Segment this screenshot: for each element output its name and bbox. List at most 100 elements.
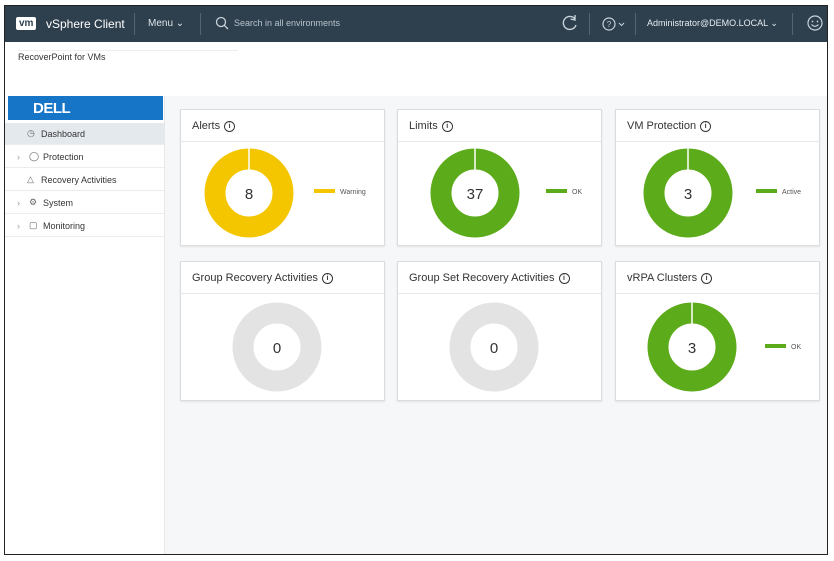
gear-icon: ⚙ [29,197,38,207]
widget-title: Group Recovery Activities [192,272,318,284]
widget-title: Alerts [192,120,221,132]
legend-swatch [546,189,567,193]
legend-item: OK [765,344,801,351]
chevron-right-icon: › [17,198,20,208]
search-icon [215,16,229,30]
menu-label: Menu [148,18,174,29]
widget-title: Group Set Recovery Activities [409,272,555,284]
dell-logo: DELL [33,100,71,117]
recovery-icon: △ [27,174,34,184]
legend-label: OK [572,189,583,196]
sidebar-item-protection[interactable]: › ◯ Protection [5,146,164,168]
menu-button[interactable]: Menu ⌄ [148,18,184,29]
legend-item: Active [756,189,801,196]
info-icon[interactable]: i [224,121,236,132]
donut-ring [647,302,737,392]
sidebar-item-label: Monitoring [43,221,86,231]
widget-title: VM Protection [627,120,697,132]
sidebar-item-label: System [43,198,74,208]
chevron-down-icon: ⌄ [175,18,185,29]
dashboard-icon: ◷ [27,128,35,138]
user-name: Administrator@DEMO.LOCAL [647,18,768,28]
sidebar-item-label: Recovery Activities [41,175,117,185]
donut-ring [204,148,294,238]
info-icon[interactable]: i [558,273,570,284]
group-recovery-activities-widget: Group Recovery Activities i 0 [180,261,385,401]
vrpa-clusters-widget: vRPA Clusters i 3 OK [615,261,820,401]
vm-logo: vm [16,17,37,30]
widget-title: Limits [409,120,438,132]
legend-label: OK [791,344,802,351]
shield-check-icon: ◯ [29,151,40,161]
alerts-widget: Alerts i 8 Warning [180,109,385,246]
sidebar-item-label: Dashboard [41,129,86,139]
legend-label: Warning [340,189,366,196]
donut-value: 3 [687,340,697,357]
help-icon: ? [602,17,625,31]
donut-value: 0 [489,340,499,357]
svg-text:?: ? [607,20,612,29]
sidebar-item-dashboard[interactable]: ◷ Dashboard [5,123,164,145]
sidebar-item-recovery-activities[interactable]: △ Recovery Activities [5,169,164,191]
user-menu[interactable]: Administrator@DEMO.LOCAL ⌄ [647,18,778,29]
sidebar-item-system[interactable]: › ⚙ System [5,192,164,214]
app-window: vm vSphere Client Menu ⌄ Search in all e… [4,5,828,555]
info-icon[interactable]: i [700,121,712,132]
group-set-recovery-activities-widget: Group Set Recovery Activities i 0 [397,261,602,401]
widget-header: Limits i [398,110,601,142]
vrpa-clusters-donut-chart[interactable]: 3 [647,302,737,392]
info-icon[interactable]: i [321,273,333,284]
limits-donut-chart[interactable]: 37 [430,148,520,238]
legend-swatch [314,189,335,193]
donut-ring [232,302,322,392]
feedback-smiley-icon[interactable] [806,14,824,32]
donut-value: 3 [683,186,693,203]
divider [134,13,135,35]
top-navigation-bar: vm vSphere Client Menu ⌄ Search in all e… [5,6,827,42]
vm-protection-donut-chart[interactable]: 3 [643,148,733,238]
plugin-header: RecoverPoint for VMs [5,42,827,97]
app-name[interactable]: vSphere Client [46,17,125,31]
chevron-right-icon: › [17,152,20,162]
donut-value: 37 [466,186,484,203]
divider [589,13,590,35]
widget-header: Group Recovery Activities i [181,262,384,294]
refresh-icon[interactable] [561,13,579,33]
group-recovery-donut-chart[interactable]: 0 [232,302,322,392]
monitor-icon: ▢ [29,220,38,230]
widget-title: vRPA Clusters [627,272,698,284]
dashboard-main: Alerts i 8 Warning Limits i 37 OK VM Prote… [165,96,827,554]
widget-header: Group Set Recovery Activities i [398,262,601,294]
alerts-donut-chart[interactable]: 8 [204,148,294,238]
chevron-down-icon: ⌄ [770,18,778,28]
help-menu[interactable]: ? [601,14,627,37]
search-placeholder: Search in all environments [234,18,341,28]
sidebar-item-label: Protection [43,152,84,162]
global-search[interactable]: Search in all environments [215,16,365,32]
widget-header: VM Protection i [616,110,819,142]
donut-value: 8 [244,186,254,203]
limits-widget: Limits i 37 OK [397,109,602,246]
widget-header: vRPA Clusters i [616,262,819,294]
group-set-recovery-donut-chart[interactable]: 0 [449,302,539,392]
divider [200,13,201,35]
legend-label: Active [782,189,802,196]
divider [635,13,636,35]
info-icon[interactable]: i [701,273,713,284]
divider [792,13,793,35]
brand-bar: DELL [8,96,163,120]
donut-ring [430,148,520,238]
sidebar-item-monitoring[interactable]: › ▢ Monitoring [5,215,164,237]
vm-protection-widget: VM Protection i 3 Active [615,109,820,246]
page-title: RecoverPoint for VMs [18,52,106,62]
legend-item: OK [546,189,582,196]
donut-ring [643,148,733,238]
donut-ring [449,302,539,392]
info-icon[interactable]: i [441,121,453,132]
legend-swatch [756,189,777,193]
donut-value: 0 [272,340,282,357]
chevron-right-icon: › [17,221,20,231]
legend-swatch [765,344,786,348]
legend-item: Warning [314,189,366,196]
sidebar: DELL ◷ Dashboard › ◯ Protection △ Recove… [5,96,165,554]
